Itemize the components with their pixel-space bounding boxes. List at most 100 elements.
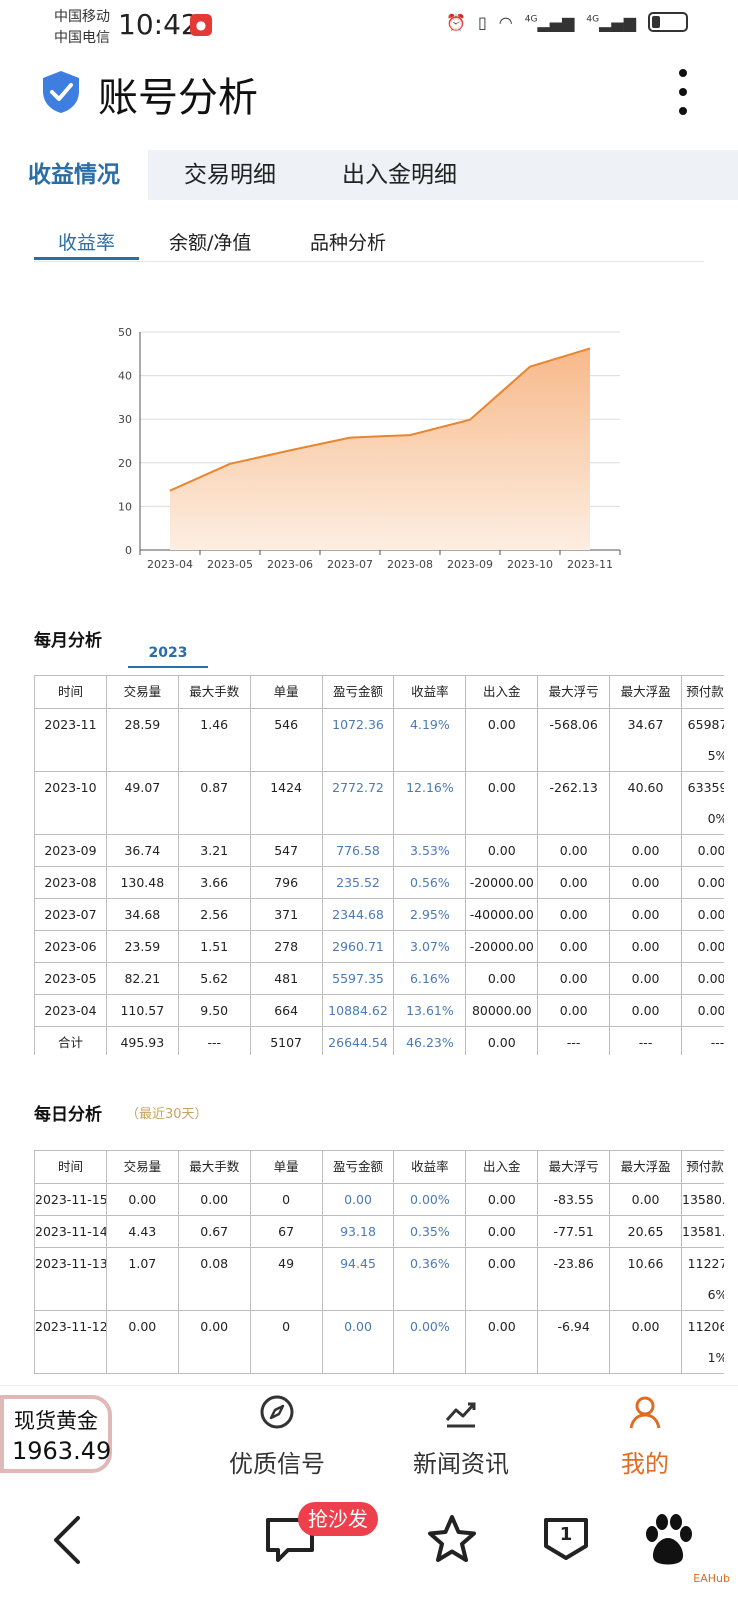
column-header: 最大浮亏 bbox=[537, 675, 611, 709]
column-header: 盈亏金额 bbox=[321, 675, 395, 709]
battery-icon bbox=[648, 12, 688, 32]
table-row[interactable]: 2023-06 23.59 1.51 278 2960.71 3.07% -20000.00… bbox=[34, 930, 724, 963]
table-cell: 26644.54 bbox=[321, 1026, 395, 1055]
nav-mine[interactable]: 我的 bbox=[570, 1386, 720, 1491]
table-cell: 0.00 bbox=[537, 994, 611, 1027]
table-cell: -262.13 bbox=[537, 771, 611, 835]
table-cell: 2344.68 bbox=[321, 898, 395, 931]
column-header: 单量 bbox=[249, 1150, 323, 1184]
table-cell: --- bbox=[609, 1026, 683, 1055]
table-cell: 5597.35 bbox=[321, 962, 395, 995]
wifi-icon: ◠ bbox=[498, 12, 513, 32]
daily-range-hint: （最近30天） bbox=[126, 1107, 208, 1122]
table-row[interactable]: 2023-11-12 0.00 0.00 0 0.00 0.00% 0.00 -6.94 0.0… bbox=[34, 1310, 724, 1374]
subtab-return-rate[interactable]: 收益率 bbox=[34, 228, 140, 260]
table-cell: 0.00 bbox=[609, 834, 683, 867]
table-row[interactable]: 2023-04 110.57 9.50 664 10884.62 13.61% 80000.… bbox=[34, 994, 724, 1027]
table-cell: 0.00 bbox=[609, 962, 683, 995]
table-cell: 1.07 bbox=[105, 1247, 179, 1311]
table-cell: 0.00 bbox=[465, 1183, 539, 1216]
nav-label-news: 新闻资讯 bbox=[413, 1450, 509, 1478]
table-cell: 0.00% bbox=[681, 834, 724, 867]
table-cell: 0.00 bbox=[465, 771, 539, 835]
notification-app-icon: ● bbox=[190, 14, 212, 36]
table-cell: 0 bbox=[249, 1183, 323, 1216]
monthly-table: 时间交易量最大手数单量盈亏金额收益率出入金最大浮亏最大浮盈预付款比例 2023-… bbox=[34, 675, 724, 1055]
column-header: 预付款比例 bbox=[681, 1150, 724, 1184]
table-cell: 2023-11-15 bbox=[34, 1183, 107, 1216]
table-cell: 0.00 bbox=[321, 1310, 395, 1374]
gold-label: 现货黄金 bbox=[14, 1409, 98, 1433]
y-tick-label: 50 bbox=[118, 326, 132, 339]
table-cell: 93.18 bbox=[321, 1215, 395, 1248]
table-cell: 2960.71 bbox=[321, 930, 395, 963]
table-cell: 0.00 bbox=[609, 930, 683, 963]
table-cell: 34.67 bbox=[609, 708, 683, 772]
table-row[interactable]: 2023-05 82.21 5.62 481 5597.35 6.16% 0.00 0.00 0… bbox=[34, 962, 724, 995]
tab-earnings[interactable]: 收益情况 bbox=[0, 150, 148, 200]
gold-price-widget[interactable]: 现货黄金 1963.49 bbox=[0, 1395, 112, 1473]
star-favorite-icon[interactable] bbox=[424, 1512, 480, 1568]
baidu-paw-icon[interactable] bbox=[640, 1512, 696, 1568]
table-row[interactable]: 2023-11-15 0.00 0.00 0 0.00 0.00% 0.00 -83.55 0.… bbox=[34, 1183, 724, 1216]
monthly-analysis-title: 每月分析 bbox=[34, 631, 102, 651]
compass-icon bbox=[260, 1395, 294, 1429]
table-cell: 130.48 bbox=[105, 866, 179, 899]
table-cell: 2023-11-12 bbox=[34, 1310, 107, 1374]
table-cell: 10.66 bbox=[609, 1247, 683, 1311]
chart-y-axis: 0 10 20 30 40 50 bbox=[118, 326, 141, 557]
subtab-symbol-analysis[interactable]: 品种分析 bbox=[310, 232, 387, 254]
table-cell: 2023-04 bbox=[34, 994, 107, 1027]
promo-badge[interactable]: 抢沙发 bbox=[298, 1502, 378, 1536]
tab-deposit-withdraw[interactable]: 出入金明细 bbox=[342, 162, 457, 188]
table-cell: 49 bbox=[249, 1247, 323, 1311]
table-cell: -40000.00 bbox=[465, 898, 539, 931]
table-cell: 0.00 bbox=[537, 898, 611, 931]
nav-news[interactable]: 新闻资讯 bbox=[386, 1386, 536, 1491]
table-cell: 2023-10 bbox=[34, 771, 107, 835]
monthly-table-wrap: 时间交易量最大手数单量盈亏金额收益率出入金最大浮亏最大浮盈预付款比例 2023-… bbox=[34, 675, 724, 1055]
table-cell: 13580.70% bbox=[681, 1183, 724, 1216]
nav-quality-signals[interactable]: 优质信号 bbox=[202, 1386, 352, 1491]
table-cell: 0.00 bbox=[537, 834, 611, 867]
table-cell: 0.00 bbox=[537, 930, 611, 963]
daily-table-wrap: 时间交易量最大手数单量盈亏金额收益率出入金最大浮亏最大浮盈预付款比例 2023-… bbox=[34, 1150, 724, 1385]
gold-price: 1963.49 bbox=[12, 1437, 112, 1465]
system-icons: ⏰ ▯ ◠ 4G▂▄▆ 4G▂▄▆ bbox=[446, 12, 688, 32]
table-row[interactable]: 2023-09 36.74 3.21 547 776.58 3.53% 0.00 0.00 0.… bbox=[34, 834, 724, 867]
subtab-balance-equity[interactable]: 余额/净值 bbox=[169, 232, 252, 254]
table-cell: 46.23% bbox=[393, 1026, 467, 1055]
table-cell: 0.00 bbox=[465, 1247, 539, 1311]
tab-trade-details[interactable]: 交易明细 bbox=[184, 162, 276, 188]
table-cell: 0.00 bbox=[105, 1310, 179, 1374]
signal-icon-2: 4G▂▄▆ bbox=[586, 12, 636, 32]
table-row[interactable]: 2023-10 49.07 0.87 1424 2772.72 12.16% 0.00 -26… bbox=[34, 771, 724, 835]
year-tab-2023[interactable]: 2023 bbox=[128, 640, 208, 668]
chart-series-line bbox=[169, 347, 591, 492]
table-cell: 合计 bbox=[34, 1026, 107, 1055]
table-cell: 2023-07 bbox=[34, 898, 107, 931]
table-row[interactable]: 2023-11-14 4.43 0.67 67 93.18 0.35% 0.00 -77.51… bbox=[34, 1215, 724, 1248]
alarm-icon: ⏰ bbox=[446, 12, 466, 32]
table-cell: 0 bbox=[249, 1310, 323, 1374]
table-row[interactable]: 2023-11 28.59 1.46 546 1072.36 4.19% 0.00 -568.… bbox=[34, 708, 724, 772]
table-row[interactable]: 合计 495.93 --- 5107 26644.54 46.23% 0.00 --- --- -… bbox=[34, 1026, 724, 1055]
table-cell: 0.00% bbox=[681, 962, 724, 995]
back-arrow-icon[interactable] bbox=[42, 1512, 98, 1568]
table-cell: 2023-11-13 bbox=[34, 1247, 107, 1311]
x-tick-label: 2023-05 bbox=[207, 558, 253, 571]
table-cell: 2772.72 bbox=[321, 771, 395, 835]
table-cell: 546 bbox=[249, 708, 323, 772]
more-menu-icon[interactable] bbox=[678, 69, 688, 115]
x-tick-label: 2023-08 bbox=[387, 558, 433, 571]
table-cell: 0.00 bbox=[537, 866, 611, 899]
chart-x-axis: 2023-04 2023-05 2023-06 2023-07 2023-08 2023-… bbox=[139, 550, 621, 571]
table-row[interactable]: 2023-11-13 1.07 0.08 49 94.45 0.36% 0.00 -23.86… bbox=[34, 1247, 724, 1311]
tabs-count-icon[interactable]: 1 bbox=[538, 1512, 594, 1568]
table-row[interactable]: 2023-08 130.48 3.66 796 235.52 0.56% -20000.00… bbox=[34, 866, 724, 899]
browser-toolbar: 抢沙发 1 EAHub bbox=[0, 1490, 738, 1600]
user-icon bbox=[629, 1396, 661, 1429]
table-row[interactable]: 2023-07 34.68 2.56 371 2344.68 2.95% -40000.00… bbox=[34, 898, 724, 931]
nav-label-signals: 优质信号 bbox=[229, 1450, 325, 1478]
